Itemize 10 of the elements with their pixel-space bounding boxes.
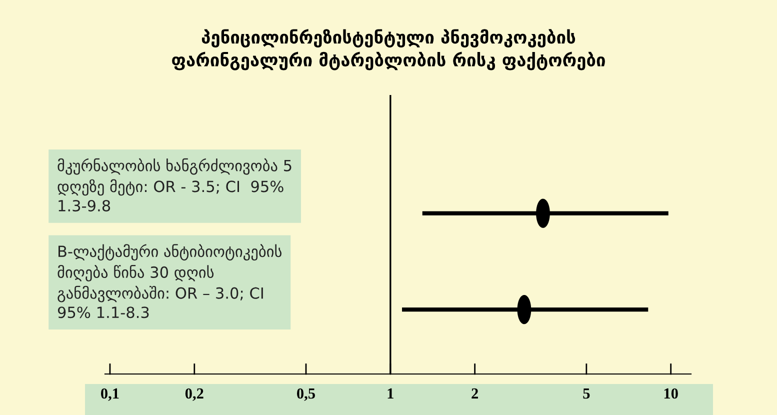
y-tick-label: მკურნალობის ხანგრძლივობა 5 დღეზე მეტი: OR - 3.5; CI 95% 1.3-9.8	[58, 158, 292, 212]
x-tick-label: 0,5	[297, 388, 315, 401]
y-tick-label: B-ლაქტამური ანტიბიოტიკების მიღება წინა 30 დღის განმავლობაში: OR – 3.0; CI 95% 1.1-8.3	[58, 244, 282, 318]
x-tick-label: 0,1	[101, 388, 119, 401]
x-tick-label: 2	[472, 388, 478, 398]
x-tick-label: 1	[388, 388, 394, 398]
chart-title: პენიცილინრეზისტენტული პნევმოკოკების ფარინგეალური მტარებლობის რისკ ფაქტორები	[172, 29, 605, 70]
x-tick-label: 0,2	[185, 388, 204, 401]
x-tick-label: 10	[664, 388, 678, 399]
x-tick-label: 5	[583, 388, 590, 399]
